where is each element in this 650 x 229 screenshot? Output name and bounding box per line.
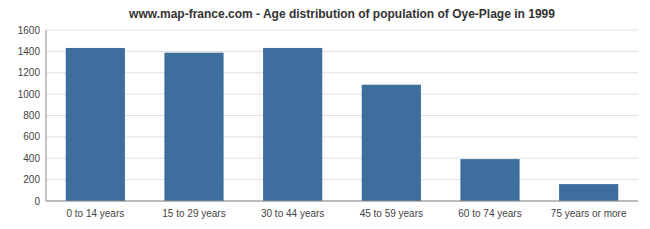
grid-line (46, 115, 638, 116)
x-tick-label: 45 to 59 years (360, 208, 423, 219)
y-tick-label: 0 (34, 196, 40, 207)
x-tick-label: 30 to 44 years (261, 208, 324, 219)
grid-line (46, 201, 638, 202)
bar (460, 159, 519, 201)
x-tick-label: 15 to 29 years (162, 208, 225, 219)
grid-line (46, 179, 638, 180)
bars (66, 48, 619, 201)
grid-line (46, 72, 638, 73)
grid-line (46, 136, 638, 137)
bar (164, 53, 223, 201)
y-tick-label: 1400 (18, 46, 41, 57)
y-tick-label: 1600 (18, 25, 41, 36)
y-grid (46, 30, 638, 201)
y-tick-label: 600 (23, 131, 40, 142)
x-tick-label: 60 to 74 years (458, 208, 521, 219)
grid-line (46, 51, 638, 52)
chart-container: www.map-france.com - Age distribution of… (0, 0, 650, 229)
y-tick-label: 200 (23, 174, 40, 185)
bar (66, 48, 125, 201)
y-tick-label: 1200 (18, 67, 41, 78)
x-tick-label: 0 to 14 years (66, 208, 124, 219)
grid-line (46, 30, 638, 31)
chart-svg: www.map-france.com - Age distribution of… (0, 0, 650, 229)
y-tick-label: 400 (23, 153, 40, 164)
y-tick-label: 800 (23, 110, 40, 121)
grid-line (46, 158, 638, 159)
grid-line (46, 94, 638, 95)
x-axis-line (46, 201, 638, 202)
chart-title: www.map-france.com - Age distribution of… (128, 7, 555, 21)
bar (263, 48, 322, 201)
y-axis-line (46, 30, 47, 201)
y-tick-label: 1000 (18, 89, 41, 100)
bar (362, 85, 421, 201)
bar (559, 184, 618, 201)
x-tick-label: 75 years or more (551, 208, 627, 219)
